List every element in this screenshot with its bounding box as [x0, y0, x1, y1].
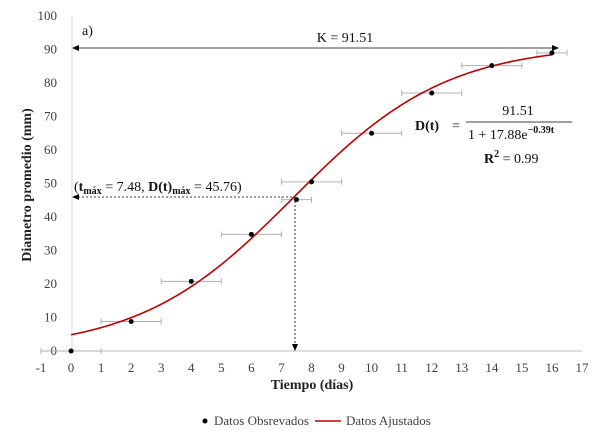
x-tick-label: 7: [278, 360, 285, 375]
observed-points: [68, 50, 555, 354]
x-tick-label: 6: [248, 360, 255, 375]
tmax-d-subscript: máx: [172, 186, 190, 197]
r-squared: R2 = 0.99: [484, 149, 539, 167]
x-tick-label: 0: [68, 360, 75, 375]
y-tick-label: 90: [44, 42, 57, 57]
observed-point: [369, 130, 375, 136]
x-tick-label: 10: [365, 360, 378, 375]
x-tick-label: 11: [395, 360, 408, 375]
legend: Datos Obsrevados Datos Ajustados: [202, 413, 431, 428]
equation-denominator-base: 1 + 17.88e: [468, 128, 528, 143]
equation-equals: =: [452, 119, 460, 134]
panel-label: a): [82, 24, 93, 39]
tmax-d-symbol: D(t): [148, 180, 172, 195]
observed-point: [188, 278, 194, 284]
y-tick-label: 20: [44, 276, 57, 291]
equation-lhs: D(t): [415, 119, 439, 134]
x-axis: -1 0 1 2 3 4 5 6 7 8 9 10 11 12 13 14 15 16 17: [36, 350, 589, 375]
x-tick-label: -1: [36, 360, 47, 375]
k-line-label: K = 91.51: [317, 31, 374, 46]
observed-point: [309, 179, 314, 185]
x-axis-title: Tiempo (días): [271, 378, 354, 393]
x-tick-label: 9: [338, 360, 345, 375]
legend-label-fitted: Datos Ajustados: [346, 413, 431, 428]
y-tick-label: 40: [44, 209, 57, 224]
tmax-label-open: (: [74, 180, 79, 195]
x-tick-label: 15: [515, 360, 528, 375]
equation-exponent: −0.39t: [528, 125, 555, 136]
y-axis: 0102030405060708090100: [38, 8, 73, 358]
k-line-arrow-right-head: [552, 45, 559, 51]
fit-equation: D(t) = 91.51 1 + 17.88e−0.39t R2 = 0.99: [415, 104, 572, 167]
y-tick-label: 50: [44, 176, 57, 191]
y-axis-title: Diametro promedio (mm): [20, 108, 35, 262]
x-tick-label: 4: [188, 360, 195, 375]
x-tick-label: 1: [98, 360, 105, 375]
x-tick-label: 5: [218, 360, 225, 375]
x-error-bars: [40, 49, 568, 354]
observed-point: [128, 319, 134, 325]
x-tick-label: 16: [545, 360, 559, 375]
y-tick-label: 100: [38, 8, 58, 23]
legend-label-observed: Datos Obsrevados: [214, 413, 309, 428]
y-tick-label: 80: [44, 75, 57, 90]
k-line: K = 91.51: [72, 31, 559, 51]
tmax-t-subscript: máx: [83, 186, 101, 197]
tmax-guides: (tmáx = 7.48, D(t)máx = 45.76): [72, 180, 298, 351]
legend-marker-observed: [202, 418, 208, 424]
x-tick-label: 2: [128, 360, 135, 375]
x-tick-labels: -1 0 1 2 3 4 5 6 7 8 9 10 11 12 13 14 15 16 17: [36, 360, 589, 375]
tmax-d-value: = 45.76): [191, 180, 242, 195]
r-squared-superscript: 2: [494, 149, 499, 160]
k-line-arrow-left-head: [72, 45, 79, 51]
equation-denominator: 1 + 17.88e−0.39t: [468, 125, 555, 143]
y-tick-label: 30: [44, 243, 57, 258]
observed-point: [248, 231, 254, 237]
y-tick-label: 10: [44, 310, 57, 325]
observed-point: [489, 63, 495, 69]
tmax-horizontal-arrow-head: [72, 194, 79, 200]
x-tick-label: 3: [158, 360, 165, 375]
observed-point: [293, 197, 299, 203]
x-tick-label: 17: [576, 360, 590, 375]
equation-numerator: 91.51: [502, 104, 534, 119]
observed-point: [429, 90, 435, 96]
tmax-vertical-arrow-head: [292, 344, 298, 351]
observed-point: [549, 50, 555, 56]
x-tick-label: 13: [455, 360, 468, 375]
y-tick-labels: 0102030405060708090100: [38, 8, 58, 358]
tmax-t-symbol: t: [79, 180, 84, 195]
r-squared-value: = 0.99: [499, 152, 538, 167]
y-tick-label: 60: [44, 142, 57, 157]
x-tick-label: 12: [425, 360, 438, 375]
tmax-t-value: = 7.48,: [102, 180, 148, 195]
r-squared-symbol: R: [484, 152, 495, 167]
tmax-label: (tmáx = 7.48, D(t)máx = 45.76): [74, 180, 242, 197]
y-tick-label: 70: [44, 109, 57, 124]
observed-point: [68, 348, 74, 354]
x-tick-label: 14: [485, 360, 499, 375]
x-tick-label: 8: [308, 360, 315, 375]
